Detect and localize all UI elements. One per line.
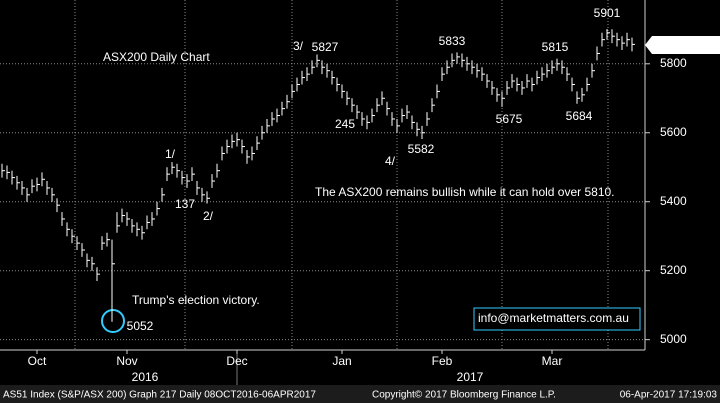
- annotation: ASX200 Daily Chart: [103, 50, 210, 64]
- annotation: info@marketmatters.com.au: [478, 311, 629, 325]
- price-annotation: 5582: [408, 142, 435, 156]
- footer-series: AS51 Index (S&P/ASX 200) Graph 217 Daily…: [3, 390, 316, 401]
- price-annotation: 5827: [312, 40, 339, 54]
- y-tick-label: 5600: [660, 125, 687, 139]
- price-annotation: 5815: [542, 40, 569, 54]
- y-tick-label: 5800: [660, 56, 687, 70]
- annotation: 2/: [203, 209, 214, 223]
- price-annotation: 5684: [566, 109, 593, 123]
- annotation: Trump's election victory.: [132, 293, 260, 307]
- annotation: 4/: [385, 154, 396, 168]
- y-tick-label: 5200: [660, 263, 687, 277]
- highlight-circle: [101, 309, 125, 333]
- footer-copyright: Copyright© 2017 Bloomberg Finance L.P.: [372, 390, 556, 401]
- annotation: 3/: [293, 39, 304, 53]
- email-box: [473, 307, 641, 331]
- y-tick-label: 5400: [660, 194, 687, 208]
- last-price-box: [645, 36, 720, 54]
- price-annotation: 5675: [496, 112, 523, 126]
- footer-bar: [0, 385, 720, 403]
- footer-timestamp: 06-Apr-2017 17:19:03: [620, 390, 718, 401]
- x-tick-label: Oct: [28, 354, 47, 368]
- x-tick-label: Jan: [332, 354, 351, 368]
- x-tick-label: Dec: [226, 354, 247, 368]
- month-separators: [74, 0, 609, 350]
- last-price-label: 5856.2852: [658, 37, 715, 51]
- x-tick-label: Nov: [116, 354, 137, 368]
- annotation: 245: [335, 117, 355, 131]
- price-annotation: 5052: [127, 319, 154, 333]
- annotation: 137: [175, 197, 195, 211]
- annotation: 1/: [165, 147, 176, 161]
- price-annotation: 5901: [594, 6, 621, 20]
- year-label: 2017: [457, 370, 484, 384]
- y-tick-label: 5000: [660, 332, 687, 346]
- x-tick-label: Mar: [542, 354, 563, 368]
- annotation: The ASX200 remains bullish while it can …: [315, 185, 615, 199]
- x-tick-label: Feb: [432, 354, 453, 368]
- price-annotation: 5833: [439, 34, 466, 48]
- year-label: 2016: [132, 370, 159, 384]
